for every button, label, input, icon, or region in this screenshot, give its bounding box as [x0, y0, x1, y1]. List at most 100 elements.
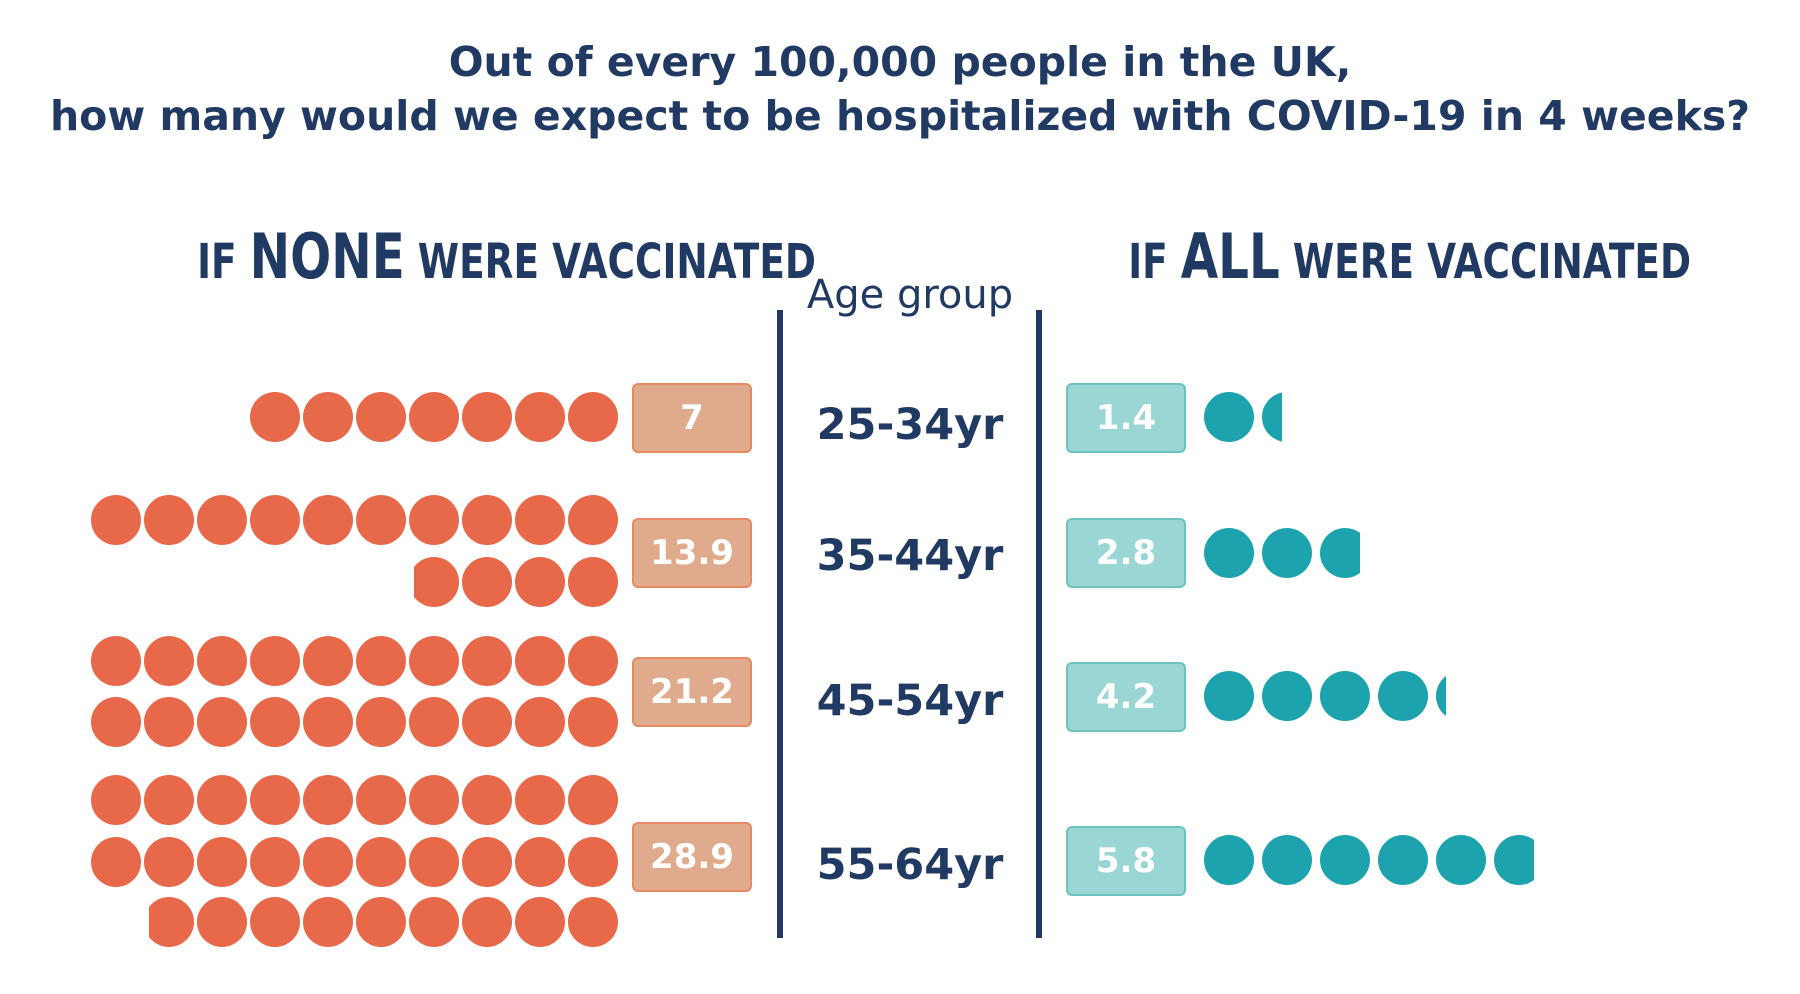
dot-none-55-64yr	[197, 897, 247, 947]
dot-none-55-64yr	[250, 897, 300, 947]
heading-all-emphasis: ALL	[1180, 220, 1280, 293]
dot-none-45-54yr	[91, 636, 141, 686]
dot-none-25-34yr	[462, 392, 512, 442]
dot-all-45-54yr	[1262, 671, 1312, 721]
dot-all-55-64yr	[1494, 835, 1534, 885]
dot-none-25-34yr	[515, 392, 565, 442]
dot-none-45-54yr	[409, 636, 459, 686]
age-label-25-34: 25-34yr	[816, 400, 1004, 450]
dot-none-25-34yr	[303, 392, 353, 442]
dot-none-55-64yr	[91, 775, 141, 825]
heading-none-emphasis: NONE	[249, 220, 405, 293]
dot-none-55-64yr	[144, 837, 194, 887]
dot-none-25-34yr	[409, 392, 459, 442]
dot-all-35-44yr	[1262, 528, 1312, 578]
dot-none-45-54yr	[356, 636, 406, 686]
chart-title-line-1: Out of every 100,000 people in the UK,	[448, 38, 1352, 86]
dot-none-45-54yr	[144, 636, 194, 686]
dot-all-45-54yr	[1320, 671, 1370, 721]
dot-all-35-44yr	[1204, 528, 1254, 578]
dot-none-55-64yr	[197, 837, 247, 887]
dot-all-55-64yr	[1436, 835, 1486, 885]
heading-none-suffix: WERE VACCINATED	[404, 234, 816, 290]
dot-none-55-64yr	[197, 775, 247, 825]
dot-none-35-44yr	[462, 495, 512, 545]
dot-none-45-54yr	[250, 697, 300, 747]
age-group-label: Age group	[806, 272, 1014, 318]
dot-none-55-64yr	[515, 897, 565, 947]
dot-all-25-34yr	[1204, 392, 1254, 442]
dot-none-35-44yr	[303, 495, 353, 545]
dot-none-35-44yr	[568, 557, 618, 607]
dot-none-55-64yr	[462, 837, 512, 887]
dot-none-55-64yr	[568, 837, 618, 887]
dot-none-55-64yr	[303, 775, 353, 825]
dot-none-35-44yr	[414, 557, 459, 607]
dot-none-55-64yr	[462, 775, 512, 825]
dot-none-55-64yr	[91, 837, 141, 887]
value-box-none-25-34: 7	[632, 383, 752, 453]
chart-title-line-2: how many would we expect to be hospitali…	[49, 92, 1751, 140]
dot-none-35-44yr	[515, 495, 565, 545]
dot-none-55-64yr	[356, 897, 406, 947]
dot-none-55-64yr	[568, 897, 618, 947]
dot-all-55-64yr	[1320, 835, 1370, 885]
dot-none-55-64yr	[303, 897, 353, 947]
dot-none-55-64yr	[149, 897, 194, 947]
dot-none-35-44yr	[250, 495, 300, 545]
dot-none-35-44yr	[356, 495, 406, 545]
dot-none-45-54yr	[303, 636, 353, 686]
dot-none-55-64yr	[303, 837, 353, 887]
dot-all-55-64yr	[1378, 835, 1428, 885]
dot-none-45-54yr	[144, 697, 194, 747]
dot-none-55-64yr	[409, 897, 459, 947]
dot-none-45-54yr	[197, 636, 247, 686]
dot-none-55-64yr	[250, 837, 300, 887]
divider-left	[777, 310, 783, 938]
dot-none-35-44yr	[568, 495, 618, 545]
dot-none-35-44yr	[197, 495, 247, 545]
dot-none-35-44yr	[515, 557, 565, 607]
heading-all-vaccinated: IF ALL WERE VACCINATED	[1128, 220, 1691, 293]
value-box-all-55-64: 5.8	[1066, 826, 1186, 896]
dot-none-45-54yr	[91, 697, 141, 747]
age-label-35-44: 35-44yr	[816, 531, 1004, 581]
dot-none-25-34yr	[568, 392, 618, 442]
dot-none-55-64yr	[462, 897, 512, 947]
dot-all-25-34yr	[1262, 392, 1282, 442]
dot-none-35-44yr	[91, 495, 141, 545]
dot-none-45-54yr	[197, 697, 247, 747]
value-box-none-45-54: 21.2	[632, 657, 752, 727]
dot-none-35-44yr	[144, 495, 194, 545]
heading-all-suffix: WERE VACCINATED	[1279, 234, 1692, 290]
dot-none-55-64yr	[515, 775, 565, 825]
dot-none-55-64yr	[409, 837, 459, 887]
dot-none-25-34yr	[356, 392, 406, 442]
heading-none-vaccinated: IF NONE WERE VACCINATED	[197, 220, 816, 293]
dot-none-55-64yr	[356, 837, 406, 887]
dot-all-45-54yr	[1378, 671, 1428, 721]
dot-none-45-54yr	[462, 636, 512, 686]
dot-none-45-54yr	[515, 697, 565, 747]
dot-all-45-54yr	[1436, 676, 1446, 716]
dot-none-45-54yr	[515, 636, 565, 686]
dot-all-45-54yr	[1204, 671, 1254, 721]
dot-none-35-44yr	[409, 495, 459, 545]
dot-none-55-64yr	[250, 775, 300, 825]
divider-right	[1036, 310, 1042, 938]
value-box-none-35-44: 13.9	[632, 518, 752, 588]
dot-none-55-64yr	[356, 775, 406, 825]
dot-none-45-54yr	[356, 697, 406, 747]
dot-none-45-54yr	[303, 697, 353, 747]
dot-none-55-64yr	[409, 775, 459, 825]
dot-none-45-54yr	[568, 697, 618, 747]
dot-none-55-64yr	[515, 837, 565, 887]
value-box-all-45-54: 4.2	[1066, 662, 1186, 732]
value-box-all-35-44: 2.8	[1066, 518, 1186, 588]
dot-all-55-64yr	[1204, 835, 1254, 885]
dot-none-55-64yr	[568, 775, 618, 825]
dot-none-45-54yr	[568, 636, 618, 686]
value-box-none-55-64: 28.9	[632, 822, 752, 892]
dot-none-25-34yr	[250, 392, 300, 442]
